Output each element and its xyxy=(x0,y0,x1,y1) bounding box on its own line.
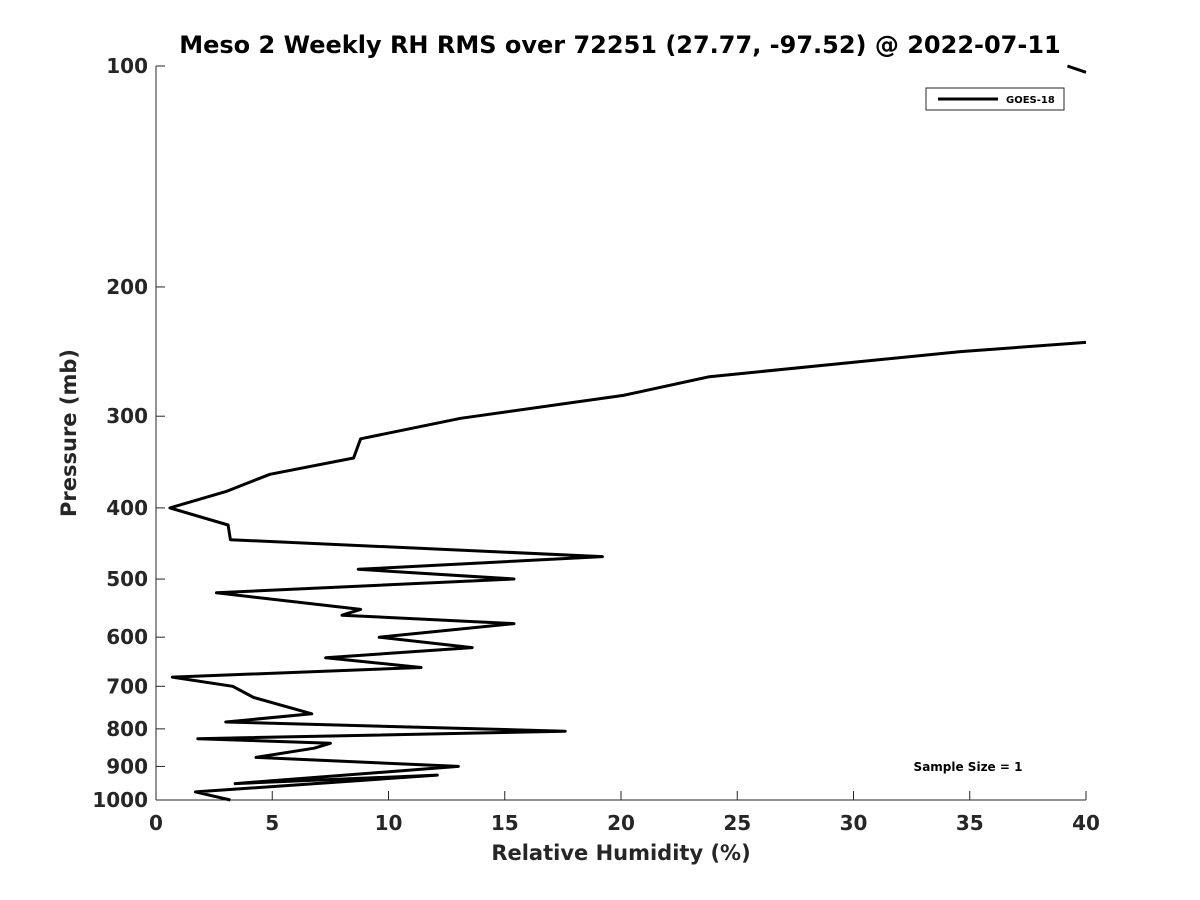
y-tick-label: 1000 xyxy=(92,788,148,812)
series-line-goes-18 xyxy=(168,340,1087,802)
y-tick-label: 200 xyxy=(106,275,148,299)
y-tick-label: 100 xyxy=(106,54,148,78)
legend: GOES-18 xyxy=(925,87,1065,111)
y-tick-label: 500 xyxy=(106,567,148,591)
x-tick-label: 10 xyxy=(375,811,403,835)
y-tick-label: 400 xyxy=(106,496,148,520)
x-tick-label: 35 xyxy=(956,811,984,835)
series-line-fragment-top xyxy=(1066,64,1087,74)
x-ticks: 0 5 10 15 20 25 30 35 40 xyxy=(149,791,1100,835)
x-axis-label: Relative Humidity (%) xyxy=(491,841,750,865)
sample-size-note: Sample Size = 1 xyxy=(914,760,1023,774)
x-tick-label: 0 xyxy=(149,811,163,835)
x-tick-label: 25 xyxy=(723,811,751,835)
x-tick-label: 5 xyxy=(265,811,279,835)
y-axis-label: Pressure (mb) xyxy=(57,349,81,517)
y-tick-label: 800 xyxy=(106,717,148,741)
series-layer xyxy=(168,64,1087,802)
y-tick-label: 600 xyxy=(106,625,148,649)
y-tick-label: 300 xyxy=(106,404,148,428)
x-tick-label: 20 xyxy=(607,811,635,835)
legend-label-goes-18: GOES-18 xyxy=(1006,95,1055,106)
y-tick-label: 900 xyxy=(106,754,148,778)
y-tick-label: 700 xyxy=(106,674,148,698)
y-ticks: 100 200 300 400 500 600 700 800 900 1000 xyxy=(92,54,165,812)
x-tick-label: 40 xyxy=(1072,811,1100,835)
chart-title: Meso 2 Weekly RH RMS over 72251 (27.77, … xyxy=(179,31,1061,59)
x-tick-label: 30 xyxy=(840,811,868,835)
x-tick-label: 15 xyxy=(491,811,519,835)
plot-axes xyxy=(155,66,1086,801)
